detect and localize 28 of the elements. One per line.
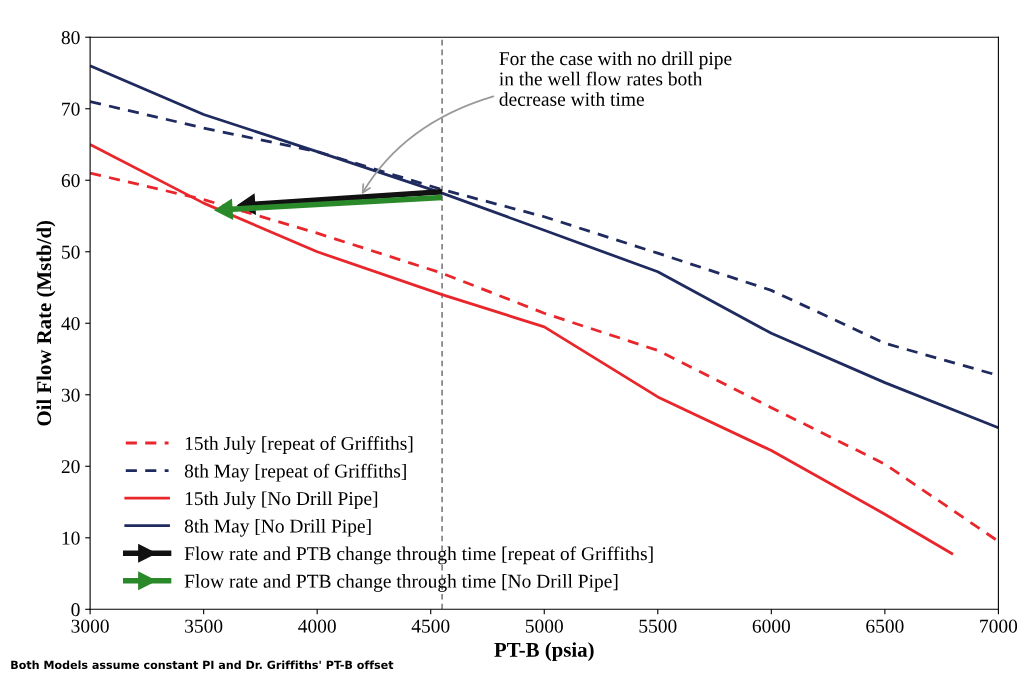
- x-tick-label: 4000: [298, 619, 336, 633]
- x-tick-label: 7000: [980, 619, 1018, 633]
- y-tick-label: 70: [62, 102, 80, 116]
- legend-label: 15th July [No Drill Pipe]: [185, 491, 378, 510]
- y-tick-label: 60: [61, 174, 80, 188]
- x-tick-label: 3500: [185, 619, 223, 633]
- y-tick-label: 20: [61, 460, 80, 474]
- legend-label: 8th May [repeat of Griffiths]: [184, 463, 406, 482]
- y-axis-title: Oil Flow Rate (Mstb/d): [36, 220, 56, 426]
- x-tick-label: 6000: [752, 619, 791, 633]
- y-tick-label: 50: [62, 245, 80, 259]
- text: Both Models assume constant PI and Dr. Griffiths' PT-B offset: [11, 660, 394, 670]
- x-tick-label: 3000: [71, 619, 109, 633]
- legend-label: Flow rate and PTB change through time [No Drill Pipe]: [184, 574, 618, 592]
- y-tick-label: 40: [61, 317, 80, 331]
- y-tick-label: 30: [61, 388, 80, 402]
- y-tick-label: 80: [61, 31, 80, 45]
- x-tick-label: 5500: [639, 619, 677, 633]
- x-tick-label: 5000: [525, 619, 563, 633]
- legend-label: Flow rate and PTB change through time [repeat of Griffiths]: [184, 546, 653, 565]
- x-tick-label: 4500: [411, 619, 450, 633]
- x-axis-title: PT-B (psia): [494, 642, 594, 662]
- legend-label: 8th May [No Drill Pipe]: [184, 518, 371, 537]
- annotation: For the case with no drill pipe in the well flow rates both decrease with time: [499, 51, 732, 106]
- y-tick-label: 0: [71, 603, 80, 617]
- x-tick-label: 6500: [866, 619, 904, 633]
- legend-label: 15th July [repeat of Griffiths]: [185, 436, 413, 454]
- y-tick-label: 10: [62, 531, 80, 545]
